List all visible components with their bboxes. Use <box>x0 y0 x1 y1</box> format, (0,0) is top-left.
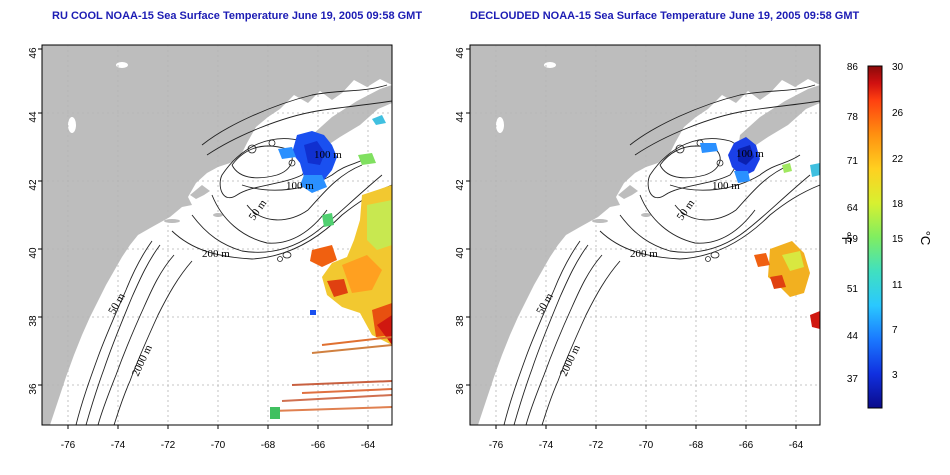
c-tick-label: 22 <box>892 154 904 165</box>
colorbar-f-unit: °F <box>839 231 854 244</box>
c-tick-label: 7 <box>892 325 898 336</box>
right-y-ticks: 46 44 42 40 38 36 <box>455 47 466 395</box>
f-tick-label: 78 <box>847 112 859 123</box>
x-tick-label: -76 <box>489 440 504 451</box>
right-sst-layer <box>700 137 820 329</box>
x-tick-label: -72 <box>161 440 176 451</box>
x-tick-label: -66 <box>739 440 754 451</box>
right-map-frame <box>469 44 821 426</box>
colorbar-c-unit: °C <box>918 231 933 246</box>
c-tick-label: 30 <box>892 62 904 73</box>
left-tick-marks <box>38 48 369 429</box>
y-tick-label: 44 <box>28 111 39 123</box>
y-tick-label: 40 <box>455 247 466 259</box>
y-tick-label: 46 <box>28 47 39 59</box>
y-tick-label: 46 <box>455 47 466 59</box>
x-tick-label: -68 <box>689 440 704 451</box>
right-x-ticks: -76 -74 -72 -70 -68 -66 -64 <box>489 440 804 451</box>
y-tick-label: 38 <box>455 315 466 327</box>
f-tick-label: 37 <box>847 374 859 385</box>
f-tick-label: 59 <box>847 234 859 245</box>
c-tick-label: 26 <box>892 108 904 119</box>
f-tick-label: 51 <box>847 284 859 295</box>
colorbar: 86 78 71 64 59 51 44 37 30 26 22 18 15 1… <box>839 62 933 409</box>
x-tick-label: -74 <box>111 440 126 451</box>
x-tick-label: -70 <box>211 440 226 451</box>
right-map-title: DECLOUDED NOAA-15 Sea Surface Temperatur… <box>470 10 860 22</box>
y-tick-label: 40 <box>28 247 39 259</box>
y-tick-label: 44 <box>455 111 466 123</box>
x-tick-label: -64 <box>789 440 804 451</box>
y-tick-label: 42 <box>455 179 466 191</box>
c-tick-label: 3 <box>892 370 898 381</box>
contour-label: 100 m <box>314 149 342 161</box>
f-tick-label: 64 <box>847 203 859 214</box>
colorbar-scale <box>867 65 883 409</box>
colorbar-f-ticks: 86 78 71 64 59 51 44 37 <box>847 62 859 385</box>
y-tick-label: 36 <box>455 383 466 395</box>
x-tick-label: -64 <box>361 440 376 451</box>
contour-label: 100 m <box>736 148 764 160</box>
contour-label: 200 m <box>630 248 658 260</box>
contour-label: 100 m <box>712 180 740 192</box>
c-tick-label: 18 <box>892 199 904 210</box>
left-map-axes: 46 44 42 40 38 36 -76 -74 -72 -70 -68 -6… <box>28 47 376 451</box>
left-y-ticks: 46 44 42 40 38 36 <box>28 47 39 395</box>
colorbar-c-ticks: 30 26 22 18 15 11 7 3 <box>892 62 904 381</box>
x-tick-label: -66 <box>311 440 326 451</box>
x-tick-label: -72 <box>589 440 604 451</box>
c-tick-label: 15 <box>892 234 904 245</box>
x-tick-label: -70 <box>639 440 654 451</box>
left-map-title: RU COOL NOAA-15 Sea Surface Temperature … <box>52 10 423 22</box>
x-tick-label: -76 <box>61 440 76 451</box>
y-tick-label: 38 <box>28 315 39 327</box>
left-map: 100 m 100 m 50 m 200 m 50 m 2000 m <box>41 44 393 426</box>
left-x-ticks: -76 -74 -72 -70 -68 -66 -64 <box>61 440 376 451</box>
contour-label: 200 m <box>202 248 230 260</box>
x-tick-label: -68 <box>261 440 276 451</box>
contour-label: 100 m <box>286 180 314 192</box>
right-map-axes: 46 44 42 40 38 36 -76 -74 -72 -70 -68 -6… <box>455 47 804 451</box>
y-tick-label: 42 <box>28 179 39 191</box>
left-map-frame <box>41 44 393 426</box>
y-tick-label: 36 <box>28 383 39 395</box>
f-tick-label: 86 <box>847 62 859 73</box>
x-tick-label: -74 <box>539 440 554 451</box>
c-tick-label: 11 <box>892 280 903 291</box>
right-map-basemap <box>469 44 821 426</box>
f-tick-label: 44 <box>847 331 859 342</box>
left-map-basemap <box>41 44 393 426</box>
left-sst-layer <box>270 115 393 419</box>
right-tick-marks <box>466 48 797 429</box>
f-tick-label: 71 <box>847 156 859 167</box>
right-map: 100 m 100 m 50 m 200 m 50 m 2000 m <box>469 44 821 426</box>
